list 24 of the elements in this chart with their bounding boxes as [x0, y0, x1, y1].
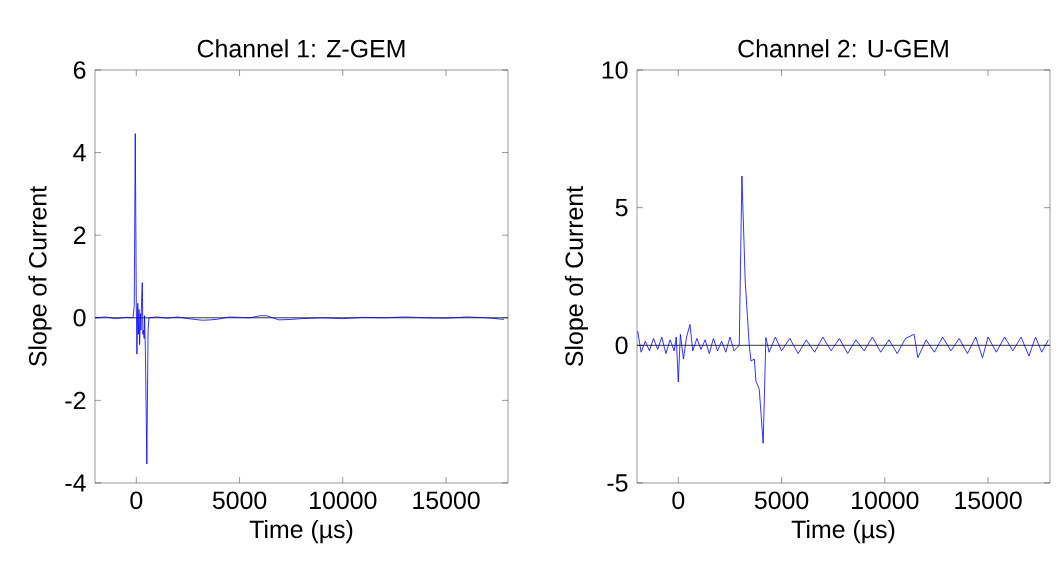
x-axis-title: Time (µs)	[791, 519, 895, 544]
x-tick-label: 5000	[212, 491, 267, 510]
y-tick-label: -5	[607, 474, 628, 492]
y-tick-label: 5	[615, 198, 628, 217]
x-tick-label: 5000	[754, 491, 809, 510]
chart-title: Channel 2: U-GEM	[738, 39, 948, 58]
y-axis-title: Slope of Current	[28, 186, 52, 367]
x-tick-label: 10000	[310, 491, 377, 510]
y-tick-label: -4	[65, 474, 86, 492]
y-tick-label: 6	[73, 61, 86, 79]
chart-title: Channel 1: Z-GEM	[197, 39, 405, 58]
x-tick-label: 15000	[413, 491, 480, 510]
y-axis-title: Slope of Current	[564, 186, 589, 367]
y-tick-label: 10	[602, 61, 628, 79]
x-tick-label: 10000	[852, 491, 919, 510]
x-tick-label: 0	[130, 491, 143, 510]
y-tick-label: 4	[73, 144, 86, 162]
x-axis-title: Time (µs)	[249, 519, 353, 544]
y-tick-label: 2	[73, 226, 86, 244]
y-tick-label: 0	[73, 308, 86, 327]
x-tick-label: 15000	[955, 491, 1022, 510]
y-tick-label: -2	[65, 391, 86, 410]
y-tick-label: 0	[615, 336, 628, 355]
x-tick-label: 0	[672, 491, 685, 510]
